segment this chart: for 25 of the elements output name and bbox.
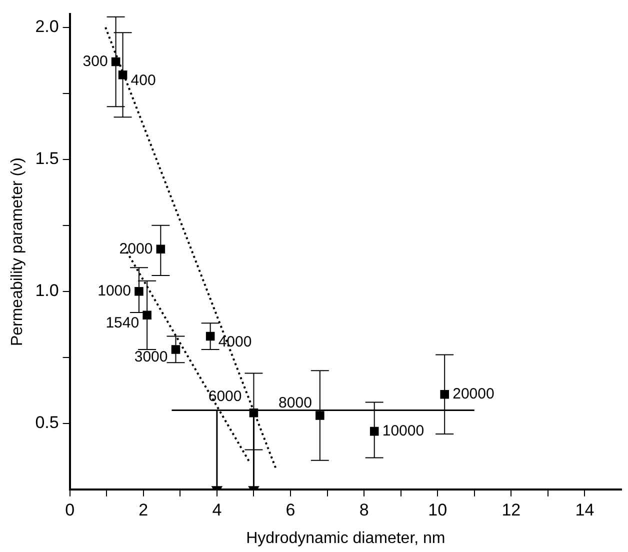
y-tick-label: 1.5 — [35, 149, 59, 168]
x-tick-label: 0 — [65, 500, 75, 520]
annotation: 4000 — [218, 333, 252, 350]
annotation: 1000 — [98, 282, 131, 300]
annotation: 300 — [82, 52, 108, 70]
y-tick-label: 1.0 — [35, 281, 59, 300]
annotation: 6000 — [208, 388, 242, 405]
annotation: 1540 — [106, 314, 140, 332]
annotation: 20000 — [452, 386, 494, 402]
x-tick-label: 10 — [428, 500, 448, 520]
y-tick-label: 2.0 — [35, 17, 59, 36]
x-tick-label: 8 — [359, 500, 369, 520]
x-tick-label: 14 — [575, 500, 594, 520]
x-tick-label: 6 — [286, 500, 296, 520]
y-axis-title: Permeability parameter (ν) — [9, 158, 26, 346]
x-tick-label: 12 — [502, 500, 521, 520]
y-tick-label: 0.5 — [35, 413, 59, 432]
annotation: 8000 — [278, 394, 312, 412]
annotation: 400 — [130, 72, 156, 90]
x-tick-label: 4 — [212, 500, 222, 520]
annotation: 10000 — [382, 422, 424, 440]
annotation: 3000 — [134, 348, 168, 366]
x-tick-label: 2 — [138, 500, 148, 520]
annotation: 2000 — [119, 240, 153, 258]
x-axis-title: Hydrodynamic diameter, nm — [246, 530, 446, 547]
